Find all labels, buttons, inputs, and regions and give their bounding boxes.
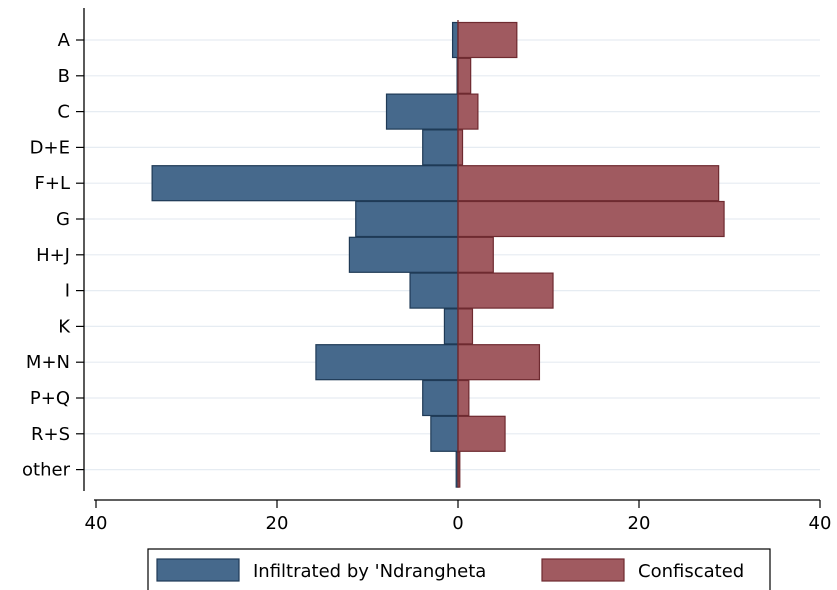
bars xyxy=(151,21,725,488)
y-tick-label: D+E xyxy=(30,137,70,158)
bar xyxy=(451,21,459,59)
y-axis-ticks: ABC D+E F+L G H+J IK M+N P+Q R+S other xyxy=(22,30,84,481)
bar xyxy=(457,129,464,166)
bar xyxy=(355,200,459,238)
legend: Infiltrated by 'Ndrangheta Confiscated xyxy=(147,548,771,590)
bar xyxy=(348,236,459,273)
x-axis-ticks: 40 20 0 20 40 xyxy=(85,500,832,534)
bar xyxy=(457,308,474,345)
legend-label-confiscated: Confiscated xyxy=(638,561,744,582)
y-tick-label: A xyxy=(58,30,71,51)
x-tick-label: 20 xyxy=(266,513,289,534)
legend-box xyxy=(147,548,771,590)
bar xyxy=(422,129,459,166)
bar xyxy=(409,272,459,309)
x-tick-label: 40 xyxy=(85,513,108,534)
bar xyxy=(457,200,725,238)
y-tick-label: I xyxy=(65,281,70,302)
y-tick-label: C xyxy=(57,102,70,123)
x-tick-label: 0 xyxy=(452,513,463,534)
x-tick-label: 40 xyxy=(809,513,832,534)
y-tick-label: M+N xyxy=(26,352,70,373)
legend-swatch-confiscated xyxy=(541,558,625,582)
y-tick-label: R+S xyxy=(31,424,70,445)
bar xyxy=(457,21,518,59)
bar xyxy=(422,379,459,417)
y-tick-label: H+J xyxy=(36,245,70,266)
y-tick-label: other xyxy=(22,460,71,481)
bar xyxy=(385,93,459,130)
bar xyxy=(443,308,459,345)
bar xyxy=(315,344,459,381)
bar xyxy=(457,236,494,273)
y-tick-label: G xyxy=(56,209,70,230)
bar xyxy=(457,415,506,452)
x-tick-label: 20 xyxy=(628,513,651,534)
bar xyxy=(457,379,470,417)
bar xyxy=(457,165,720,202)
legend-label-infiltrated: Infiltrated by 'Ndrangheta xyxy=(253,561,486,582)
y-tick-label: F+L xyxy=(35,173,70,194)
bar xyxy=(457,57,472,94)
bar xyxy=(457,93,479,130)
y-tick-label: K xyxy=(58,316,71,337)
bar xyxy=(430,415,459,452)
legend-swatch-infiltrated xyxy=(156,558,240,582)
bar xyxy=(457,272,554,309)
y-tick-label: P+Q xyxy=(30,388,70,409)
y-tick-label: B xyxy=(58,66,70,87)
bar xyxy=(151,165,459,202)
bar xyxy=(457,344,541,381)
